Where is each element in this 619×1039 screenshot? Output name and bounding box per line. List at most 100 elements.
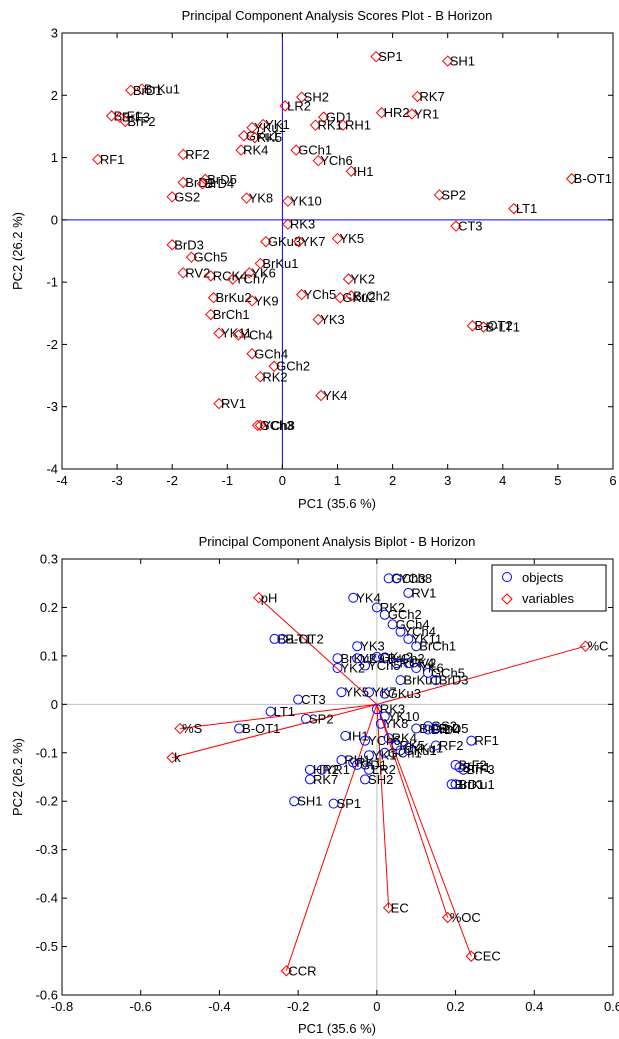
biplot-xtick-label: -0.8	[51, 999, 73, 1014]
object-marker-yk2	[332, 663, 343, 673]
scores-plot: Principal Component Analysis Scores Plot…	[10, 8, 617, 511]
object-marker-brch1	[411, 641, 422, 652]
score-label-rh1: RH1	[345, 118, 371, 133]
score-point-ych4	[232, 329, 245, 341]
object-marker-rk2	[371, 602, 382, 613]
scores-plot-frame	[61, 32, 614, 470]
score-label-brd1: BrD1	[133, 83, 163, 98]
object-label-rf1: RF1	[474, 733, 499, 748]
biplot-ytick-label: 0.3	[40, 552, 58, 567]
score-point-rv1	[213, 397, 225, 410]
object-marker-brd2	[411, 723, 422, 734]
score-point-rk4	[235, 144, 247, 156]
score-label-brd2: BrD2	[185, 175, 215, 190]
score-point-brd1	[125, 84, 137, 97]
score-point-yk10	[282, 195, 294, 207]
object-label-rv2: RV2	[411, 656, 436, 671]
biplot-legend: objects variables	[491, 564, 607, 612]
score-point-yk1	[257, 118, 269, 131]
score-label-rf2: RF2	[185, 147, 210, 162]
score-label-sh2: SH2	[304, 90, 329, 105]
score-point-rk2	[254, 371, 267, 383]
score-label-brd3: BrD3	[174, 237, 204, 252]
score-point-brd4	[196, 178, 209, 190]
object-label-brch2: BrCh2	[388, 651, 425, 666]
object-label-sp2: SP2	[309, 711, 334, 726]
object-marker-gch4	[387, 619, 398, 630]
score-label-yku1: YKu1	[254, 120, 286, 135]
scores-ytick-label: -3	[46, 399, 58, 414]
object-marker-yk7	[363, 687, 374, 698]
legend-variables-marker	[501, 593, 513, 605]
variable-label--s: %S	[182, 721, 203, 736]
score-point-lt1	[508, 202, 520, 215]
biplot-xtick-label: 0.4	[525, 999, 543, 1014]
score-point-brd2	[177, 176, 189, 189]
scores-xtick-label: 4	[499, 473, 506, 488]
object-marker-gch2	[379, 609, 390, 620]
variable-vector-cec	[376, 704, 472, 957]
object-label-ct3: CT3	[301, 692, 326, 707]
score-label-yk5: YK5	[340, 231, 365, 246]
object-marker-yk3	[352, 641, 363, 652]
scores-ytick-label: 3	[51, 26, 58, 41]
score-label-rk4: RK4	[243, 143, 268, 158]
score-label-rf1: RF1	[100, 152, 125, 167]
score-point-brch2	[345, 290, 357, 302]
object-label-brku1: BrKu1	[459, 777, 495, 792]
object-label-lr2: LR2	[372, 762, 396, 777]
score-point-brf2	[119, 115, 132, 128]
scores-ytick-label: -2	[46, 337, 58, 352]
score-label-b-ot1: B-OT1	[574, 171, 612, 186]
object-label-brf2: BrF2	[459, 757, 487, 772]
variable-vector-k	[172, 703, 377, 759]
object-label-b-ot2: B-OT2	[285, 631, 323, 646]
score-point-yr1	[406, 108, 418, 120]
score-label-yk7: YK7	[301, 234, 326, 249]
object-label-brd3: BrD3	[439, 673, 469, 688]
object-label-brf1: BrF1	[463, 760, 491, 775]
object-marker-rv1	[403, 587, 414, 598]
score-point-gch1	[290, 144, 302, 156]
variable-vector--c	[376, 645, 586, 705]
object-marker-sp1	[328, 798, 339, 809]
object-marker-b-ot1	[234, 723, 245, 734]
object-marker-hr2	[304, 764, 315, 775]
scores-xtick-label: -2	[166, 473, 178, 488]
score-label-gch4: GCh4	[254, 346, 288, 361]
score-label-yk6: YK6	[251, 265, 276, 280]
biplot-xlabel: PC1 (35.6 %)	[298, 1021, 376, 1036]
score-label-rv1: RV1	[221, 396, 246, 411]
score-point-ych8	[254, 419, 267, 432]
scores-xtick-label: -3	[111, 473, 123, 488]
object-label-yk3: YK3	[360, 639, 385, 654]
scores-ytick-label: 1	[51, 150, 58, 165]
object-marker-rv2	[403, 658, 414, 669]
object-label-lt1: LT1	[274, 704, 295, 719]
variable-vector-ccr	[285, 704, 378, 971]
object-label-gku1: GKu1	[403, 743, 436, 758]
score-label-brd4: BrD4	[205, 176, 235, 191]
score-label-brf3: BrF3	[122, 110, 150, 125]
scores-ytick-label: -4	[46, 462, 58, 477]
object-label-gch2: GCh2	[388, 607, 422, 622]
object-marker-rh1	[336, 755, 347, 766]
score-label-rk7: RK7	[419, 89, 444, 104]
score-label-brch1: BrCh1	[213, 307, 250, 322]
object-label-sh2: SH2	[368, 772, 393, 787]
scores-ytick-label: 2	[51, 88, 58, 103]
score-point-b-lt1	[477, 321, 490, 333]
variable-label-ec: EC	[391, 900, 409, 915]
score-point-brd5	[199, 173, 211, 186]
score-point-yk3	[312, 313, 324, 326]
object-label-gch3: GCh3	[392, 571, 426, 586]
object-label-brd1: BrD1	[455, 777, 485, 792]
object-marker-gku2	[371, 651, 382, 662]
score-point-gku2	[334, 292, 346, 304]
biplot-xtick-label: -0.6	[130, 999, 152, 1014]
score-point-lr2	[279, 100, 291, 112]
object-label-brku1: BrKu1	[403, 673, 439, 688]
score-label-yk8: YK8	[249, 191, 274, 206]
score-point-brku1	[136, 83, 148, 95]
object-marker-lt1	[265, 706, 276, 717]
